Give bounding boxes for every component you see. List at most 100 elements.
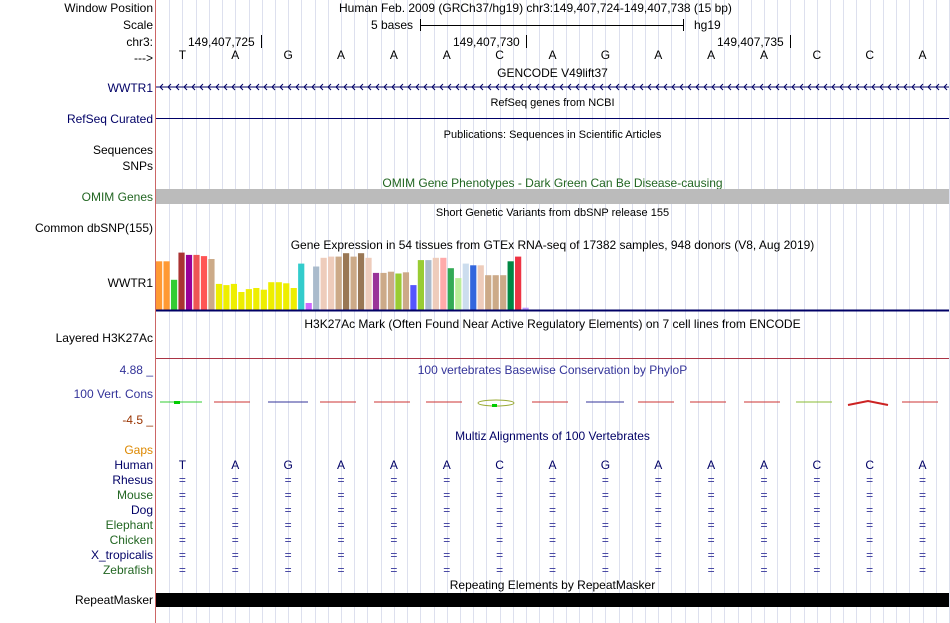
gtex-tissue-bar: [260, 289, 267, 310]
species-label-human[interactable]: Human: [114, 458, 153, 472]
gtex-tissue-bar: [163, 261, 170, 310]
alignment-match: =: [284, 533, 292, 547]
strand-chevron: [207, 83, 212, 91]
gtex-tissue-bar: [208, 259, 215, 310]
gtex-tissue-bar: [470, 265, 477, 310]
alignment-match: =: [548, 563, 556, 577]
species-label-x_tropicalis[interactable]: X_tropicalis: [90, 548, 153, 562]
strand-chevron: [199, 83, 204, 91]
alignment-match: =: [496, 563, 504, 577]
alignment-match: =: [231, 548, 239, 562]
alignment-match: =: [760, 563, 768, 577]
alignment-match: =: [337, 503, 345, 517]
gtex-tissue-bar: [230, 283, 237, 310]
pubs-track-title[interactable]: Publications: Sequences in Scientific Ar…: [443, 129, 662, 141]
strand-chevron: [687, 83, 692, 91]
rmsk-label[interactable]: RepeatMasker: [74, 593, 153, 607]
strand-chevron: [823, 83, 828, 91]
coord-1: 149,407,725: [188, 35, 255, 49]
strand-chevron: [575, 83, 580, 91]
dbsnp-track-title[interactable]: Short Genetic Variants from dbSNP releas…: [435, 207, 670, 219]
alignment-match: =: [284, 563, 292, 577]
species-label-elephant[interactable]: Elephant: [105, 518, 153, 532]
base-letter: A: [442, 48, 451, 62]
alignment-match: =: [813, 503, 821, 517]
gtex-tissue-bar: [215, 283, 223, 310]
gaps-label[interactable]: Gaps: [124, 443, 153, 457]
refseq-label[interactable]: RefSeq Curated: [66, 112, 153, 126]
strand-chevron: [815, 83, 820, 91]
scale-label: Scale: [122, 18, 153, 32]
strand-chevron: [639, 83, 644, 91]
alignment-match: =: [337, 518, 345, 532]
gtex-tissue-bar: [357, 253, 365, 310]
alignment-match: =: [443, 518, 451, 532]
strand-chevron: [495, 83, 500, 91]
alignment-match: =: [919, 563, 927, 577]
alignment-match: =: [548, 473, 556, 487]
alignment-match: =: [443, 488, 451, 502]
gtex-track-title[interactable]: Gene Expression in 54 tissues from GTEx …: [290, 238, 815, 252]
species-label-dog[interactable]: Dog: [130, 503, 153, 517]
base-letter: A: [654, 48, 663, 62]
strand-chevron: [671, 83, 676, 91]
alignment-match: =: [919, 488, 927, 502]
alignment-match: =: [231, 503, 239, 517]
gtex-tissue-bar: [245, 289, 252, 310]
refseq-track-title[interactable]: RefSeq genes from NCBI: [490, 97, 615, 109]
gencode-gene-label[interactable]: WWTR1: [107, 81, 153, 95]
strand-chevron: [527, 83, 532, 91]
gtex-label[interactable]: WWTR1: [107, 276, 153, 290]
phylop-signal[interactable]: [156, 392, 949, 412]
species-label-zebrafish[interactable]: Zebrafish: [102, 563, 153, 577]
strand-chevron: [631, 83, 636, 91]
alignment-match: =: [390, 563, 398, 577]
omim-label[interactable]: OMIM Genes: [81, 190, 153, 204]
strand-chevron: [847, 83, 852, 91]
dbsnp-label[interactable]: Common dbSNP(155): [34, 221, 153, 235]
refseq-gene-feature[interactable]: [156, 118, 949, 119]
alignment-match: =: [443, 503, 451, 517]
h3k27-track-title[interactable]: H3K27Ac Mark (Often Found Near Active Re…: [304, 317, 801, 331]
alignment-match: =: [866, 563, 874, 577]
species-label-mouse[interactable]: Mouse: [116, 488, 153, 502]
phylop-label[interactable]: 100 Vert. Cons: [73, 387, 153, 401]
snps-label[interactable]: SNPs: [122, 159, 153, 173]
strand-chevron: [271, 83, 276, 91]
strand-chevron: [351, 83, 356, 91]
strand-chevron: [831, 83, 836, 91]
strand-chevron: [511, 83, 516, 91]
strand-chevron: [263, 83, 268, 91]
gtex-tissue-bar: [395, 273, 402, 310]
alignment-match: =: [601, 563, 609, 577]
h3k27-label[interactable]: Layered H3K27Ac: [55, 331, 153, 345]
gtex-tissue-bar: [492, 275, 499, 310]
gtex-bar-chart[interactable]: [156, 252, 949, 314]
gencode-gene-feature[interactable]: [156, 80, 949, 94]
gtex-tissue-bar: [417, 260, 424, 310]
gtex-tissue-bar: [485, 275, 492, 310]
multiz-track-title[interactable]: Multiz Alignments of 100 Vertebrates: [455, 429, 650, 443]
alignment-match: =: [496, 473, 504, 487]
strand-chevron: [879, 83, 884, 91]
omim-feature-bar[interactable]: [156, 189, 949, 204]
rmsk-feature-bar[interactable]: [156, 593, 949, 607]
rmsk-track-title[interactable]: Repeating Elements by RepeatMasker: [449, 578, 656, 592]
alignment-match: =: [601, 473, 609, 487]
strand-chevron: [735, 83, 740, 91]
species-label-chicken[interactable]: Chicken: [109, 533, 153, 547]
strand-chevron: [783, 83, 788, 91]
phylop-track-title[interactable]: 100 vertebrates Basewise Conservation by…: [417, 363, 688, 377]
pubs-label[interactable]: Sequences: [92, 143, 153, 157]
alignment-match: =: [443, 563, 451, 577]
alignment-match: =: [760, 488, 768, 502]
alignment-match: =: [813, 533, 821, 547]
alignment-match: =: [548, 488, 556, 502]
gencode-track-title[interactable]: GENCODE V49lift37: [497, 66, 608, 80]
species-label-rhesus[interactable]: Rhesus: [112, 473, 153, 487]
gtex-tissue-bar: [335, 256, 342, 310]
alignment-match: =: [231, 518, 239, 532]
alignment-match: =: [548, 503, 556, 517]
strand-chevron: [319, 83, 324, 91]
omim-track-title[interactable]: OMIM Gene Phenotypes - Dark Green Can Be…: [382, 176, 723, 190]
